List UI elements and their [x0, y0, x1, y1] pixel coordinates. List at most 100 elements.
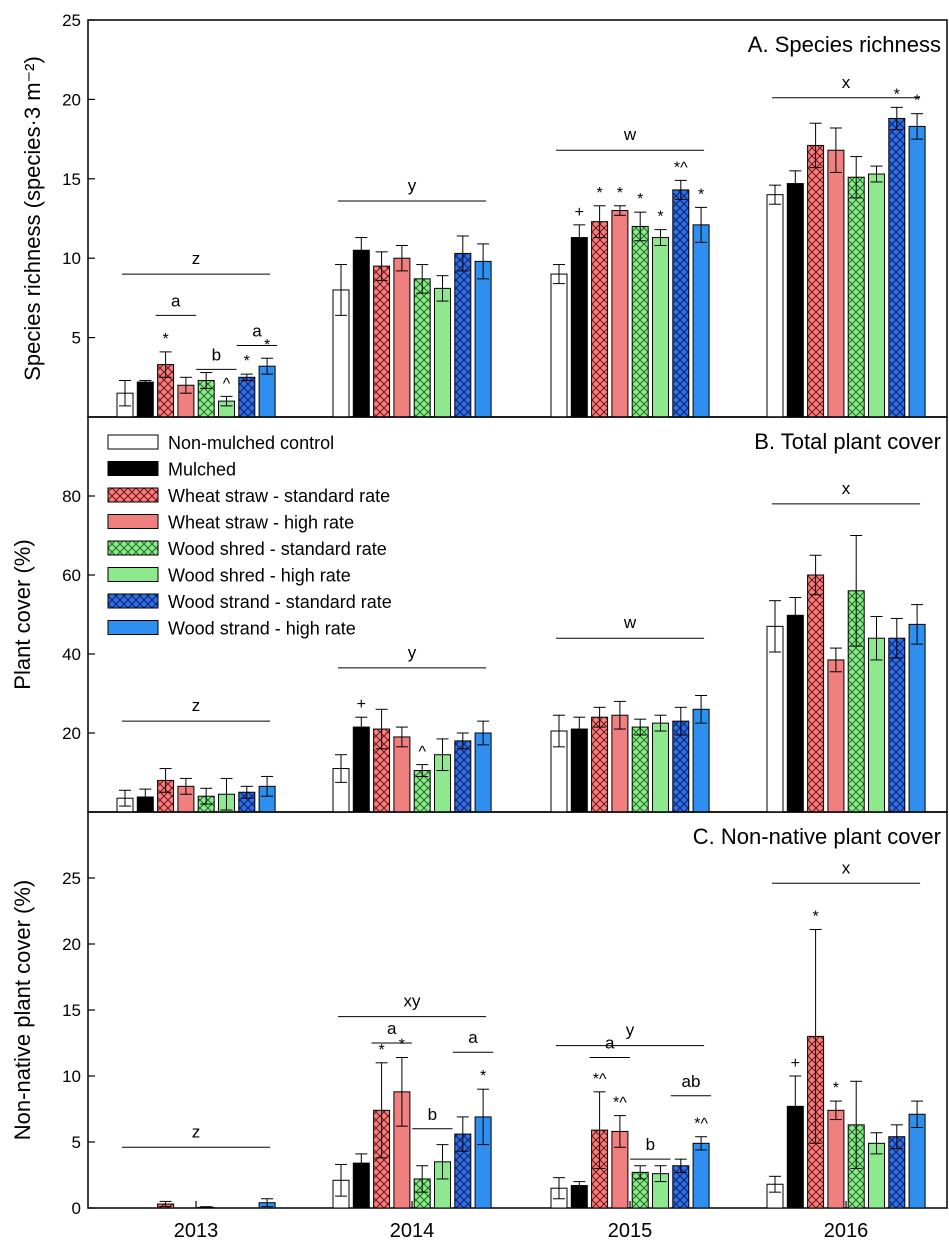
bar: [672, 189, 690, 418]
bar: [692, 1142, 710, 1209]
bar: [868, 637, 885, 813]
bar: [888, 117, 906, 418]
pair-letter: b: [428, 1105, 437, 1124]
pair-letter: ab: [681, 1072, 700, 1091]
legend-label: Wood strand - standard rate: [168, 592, 392, 612]
legend-item: Wheat straw - standard rate: [107, 486, 390, 506]
bar: [570, 728, 588, 813]
bar: [766, 194, 784, 418]
significance-mark: *: [480, 1068, 486, 1085]
y-tick-label: 5: [72, 1133, 81, 1152]
legend-label: Wheat straw - high rate: [168, 513, 354, 533]
bar: [827, 149, 845, 418]
group-letter: y: [626, 1021, 635, 1040]
chart-panels: 5 10 15 20 25 A. Species richness Species rich…: [10, 11, 948, 1218]
bar: [611, 210, 629, 418]
x-tick-label: 2014: [390, 1220, 435, 1242]
panel-title: A. Species richness: [748, 32, 941, 57]
bar: [827, 659, 845, 813]
group-letter: z: [192, 249, 201, 268]
bar: [807, 144, 825, 418]
bar: [868, 173, 885, 418]
panel-title: C. Non-native plant cover: [693, 824, 941, 849]
y-tick-label: 10: [62, 1067, 81, 1086]
bar: [908, 125, 926, 418]
significance-mark: *: [596, 185, 602, 202]
significance-mark: *: [914, 93, 920, 110]
bar: [352, 726, 370, 813]
significance-mark: ^: [418, 744, 426, 761]
bar: [692, 708, 710, 813]
significance-mark: *: [637, 191, 643, 208]
bar: [373, 265, 391, 418]
significance-mark: *^: [674, 159, 688, 176]
significance-mark: +: [575, 204, 584, 221]
bar: [692, 224, 710, 418]
group-letter: z: [192, 1122, 201, 1141]
group-letter: w: [623, 125, 637, 144]
significance-mark: *: [378, 1042, 384, 1059]
group-letter: x: [842, 479, 851, 498]
y-tick-label: 25: [62, 869, 81, 888]
x-tick-label: 2016: [824, 1220, 869, 1242]
pair-letter: b: [212, 345, 221, 364]
y-tick-label: 15: [62, 1001, 81, 1020]
bar: [238, 376, 256, 418]
bar: [454, 740, 472, 813]
panel-title: B. Total plant cover: [754, 429, 941, 454]
legend-swatch: [107, 514, 159, 529]
y-tick-label: 15: [62, 170, 81, 189]
legend-label: Wheat straw - standard rate: [168, 486, 390, 506]
bar: [631, 225, 649, 418]
legend-item: Wood strand - high rate: [107, 619, 356, 639]
bar: [570, 237, 588, 418]
bar: [888, 637, 906, 813]
y-axis-label: Plant cover (%): [10, 539, 35, 689]
pair-letter: a: [171, 291, 181, 310]
bar: [352, 249, 370, 418]
legend-label: Wood shred - standard rate: [168, 539, 387, 559]
significance-mark: *: [698, 186, 704, 203]
y-tick-label: 80: [62, 487, 81, 506]
significance-mark: ^: [223, 375, 231, 392]
group-letter: y: [408, 176, 417, 195]
x-axis: 2013 2014 2015 2016: [174, 1201, 869, 1242]
significance-mark: *: [657, 209, 663, 226]
bar: [393, 736, 411, 813]
legend-item: Non-mulched control: [107, 433, 334, 453]
x-tick-label: 2015: [608, 1220, 653, 1242]
legend: Non-mulched control Mulched Wheat straw - …: [107, 433, 392, 639]
legend-item: Mulched: [107, 460, 236, 480]
legend-label: Wood shred - high rate: [168, 566, 351, 586]
significance-mark: *: [244, 353, 250, 370]
bar: [631, 726, 649, 813]
bar: [454, 252, 472, 418]
legend-swatch: [107, 461, 159, 476]
bar: [908, 623, 926, 813]
significance-mark: +: [791, 1055, 800, 1072]
x-tick-label: 2013: [174, 1220, 219, 1242]
bar: [827, 1109, 845, 1209]
legend-label: Wood strand - high rate: [168, 619, 356, 639]
significance-mark: *: [162, 331, 168, 348]
bar: [591, 716, 609, 813]
bar: [611, 714, 629, 813]
bar: [136, 381, 154, 418]
significance-mark: *^: [593, 1071, 607, 1088]
pair-letter: b: [646, 1135, 655, 1154]
bar: [652, 722, 669, 813]
bar: [393, 257, 411, 418]
bar: [908, 1113, 926, 1209]
y-tick-label: 25: [62, 11, 81, 30]
bar: [413, 278, 431, 418]
group-letter: z: [192, 696, 201, 715]
group-letter: y: [408, 643, 417, 662]
legend-swatch: [107, 487, 159, 503]
pair-letter: a: [605, 1034, 615, 1053]
bar: [847, 176, 865, 418]
significance-mark: *: [833, 1080, 839, 1097]
significance-mark: *^: [613, 1095, 627, 1112]
bar: [807, 574, 825, 813]
significance-mark: *: [894, 86, 900, 103]
